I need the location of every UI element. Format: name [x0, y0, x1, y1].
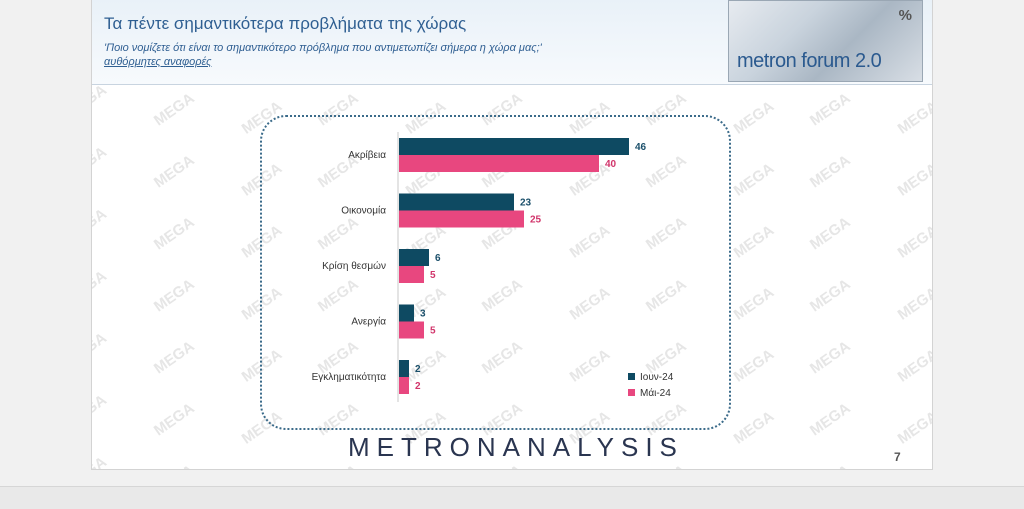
- data-label: 2: [415, 381, 421, 392]
- slide: Τα πέντε σημαντικότερα προβλήματα της χώ…: [91, 0, 933, 470]
- survey-question: 'Ποιο νομίζετε ότι είναι το σημαντικότερ…: [104, 42, 542, 54]
- bar-series2: [399, 210, 524, 228]
- bottom-bar: [0, 486, 1024, 509]
- data-label: 23: [520, 198, 532, 209]
- data-label: 46: [635, 142, 647, 153]
- bar-series1: [399, 138, 629, 155]
- bar-series2: [399, 321, 424, 339]
- bar-series2: [399, 377, 409, 394]
- data-label: 5: [430, 326, 436, 337]
- category-label: Εγκληματικότητα: [312, 371, 387, 383]
- category-label: Οικονομία: [341, 205, 386, 217]
- bar-series1: [399, 304, 414, 322]
- category-label: Κρίση θεσμών: [322, 260, 386, 272]
- data-label: 40: [605, 159, 617, 170]
- legend-label: Ιουν-24: [640, 372, 674, 383]
- response-note: αυθόρμητες αναφορές: [104, 56, 212, 68]
- bar-series1: [399, 249, 429, 266]
- data-label: 6: [435, 253, 441, 264]
- category-label: Ακρίβεια: [348, 149, 386, 161]
- header-divider: [92, 84, 932, 85]
- data-label: 3: [420, 309, 426, 320]
- metron-analysis-logo: METRONANALYSIS: [348, 432, 684, 462]
- percent-unit: %: [898, 7, 912, 24]
- slide-header: Τα πέντε σημαντικότερα προβλήματα της χώ…: [92, 0, 932, 84]
- data-label: 2: [415, 364, 421, 375]
- legend-swatch: [628, 373, 635, 380]
- bar-series1: [399, 193, 514, 211]
- bar-series2: [399, 266, 424, 283]
- metron-forum-logo: % metron forum 2.0: [728, 0, 923, 82]
- data-label: 5: [430, 270, 436, 281]
- legend-label: Μάι-24: [640, 387, 671, 399]
- page-number: 7: [894, 450, 901, 464]
- slide-title: Τα πέντε σημαντικότερα προβλήματα της χώ…: [104, 14, 467, 33]
- data-label: 25: [530, 215, 542, 226]
- chart-frame: [260, 115, 731, 430]
- bar-series1: [399, 360, 409, 377]
- category-label: Ανεργία: [351, 316, 386, 328]
- logo-text: metron forum 2.0: [737, 50, 882, 72]
- bar-series2: [399, 155, 599, 172]
- legend-swatch: [628, 389, 635, 396]
